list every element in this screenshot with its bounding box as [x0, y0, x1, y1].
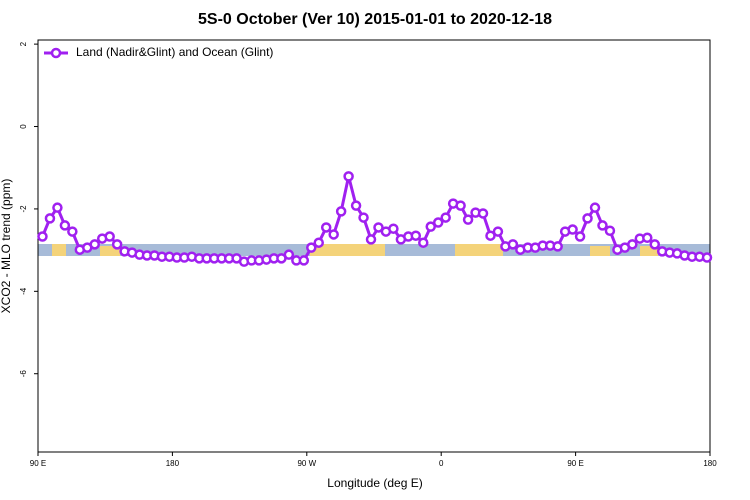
data-point: [283, 249, 295, 260]
data-point: [59, 220, 71, 231]
data-point: [350, 200, 362, 211]
data-point: [462, 214, 474, 225]
data-point: [365, 234, 377, 245]
y-tick-label: -4: [19, 287, 28, 295]
data-point: [582, 213, 593, 224]
y-tick-label: -6: [19, 370, 28, 378]
x-tick-label: 180: [166, 459, 180, 468]
data-point: [485, 230, 496, 241]
x-tick-label: 0: [439, 459, 444, 468]
data-point: [313, 237, 324, 248]
legend-marker: [50, 47, 62, 59]
data-point: [604, 225, 616, 237]
data-point: [597, 220, 608, 231]
data-point: [104, 231, 115, 242]
data-point: [627, 239, 638, 250]
data-point: [358, 212, 369, 223]
data-point: [589, 202, 601, 213]
x-tick-label: 90 E: [30, 459, 46, 468]
legend-label: Land (Nadir&Glint) and Ocean (Glint): [76, 45, 273, 59]
data-point: [455, 200, 466, 211]
data-point: [298, 255, 310, 266]
data-point: [306, 242, 317, 253]
x-tick-label: 90 E: [567, 459, 583, 468]
x-tick-label: 180: [703, 459, 717, 468]
x-tick-label: 90 W: [297, 459, 316, 468]
data-point: [373, 222, 384, 233]
data-point: [320, 222, 332, 233]
data-point: [89, 239, 100, 250]
x-axis-label: Longitude (deg E): [327, 476, 422, 490]
data-point: [507, 239, 519, 250]
chart-title: 5S-0 October (Ver 10) 2015-01-01 to 2020…: [198, 11, 552, 28]
data-point: [335, 206, 347, 217]
plot-frame: [37, 39, 711, 453]
data-point: [574, 231, 586, 242]
data-point: [642, 232, 653, 244]
data-point: [111, 239, 123, 250]
data-point: [425, 221, 436, 232]
data-point: [432, 217, 444, 228]
y-tick-label: 2: [19, 41, 28, 46]
data-point: [388, 223, 399, 234]
y-axis-label: XCO2 - MLO trend (ppm): [0, 179, 13, 314]
data-point: [67, 226, 78, 237]
data-point: [701, 252, 713, 263]
data-point: [552, 241, 563, 252]
data-point: [410, 230, 422, 241]
data-point: [477, 208, 489, 219]
data-point: [328, 229, 339, 240]
data-point: [649, 239, 660, 250]
data-point: [440, 212, 451, 223]
data-point: [418, 237, 429, 248]
data-point: [37, 231, 48, 242]
data-point: [343, 171, 354, 182]
data-point: [567, 224, 578, 235]
y-tick-label: -2: [19, 205, 28, 213]
data-point: [52, 202, 63, 213]
data-point: [492, 226, 504, 237]
y-tick-label: 0: [19, 124, 28, 129]
data-point: [44, 213, 56, 224]
